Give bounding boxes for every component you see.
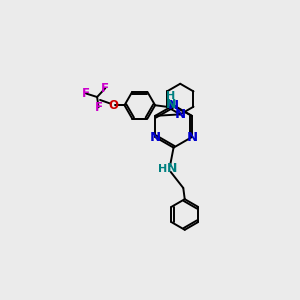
Text: O: O [108, 99, 118, 112]
Text: N: N [166, 98, 176, 111]
Text: H: H [158, 164, 167, 174]
Text: N: N [168, 99, 179, 112]
Text: H: H [166, 91, 175, 101]
Text: N: N [167, 162, 178, 175]
Text: N: N [186, 130, 197, 143]
Text: N: N [150, 130, 161, 143]
Text: F: F [101, 82, 109, 95]
Text: F: F [94, 101, 103, 114]
Text: N: N [175, 108, 186, 121]
Text: F: F [82, 87, 90, 100]
